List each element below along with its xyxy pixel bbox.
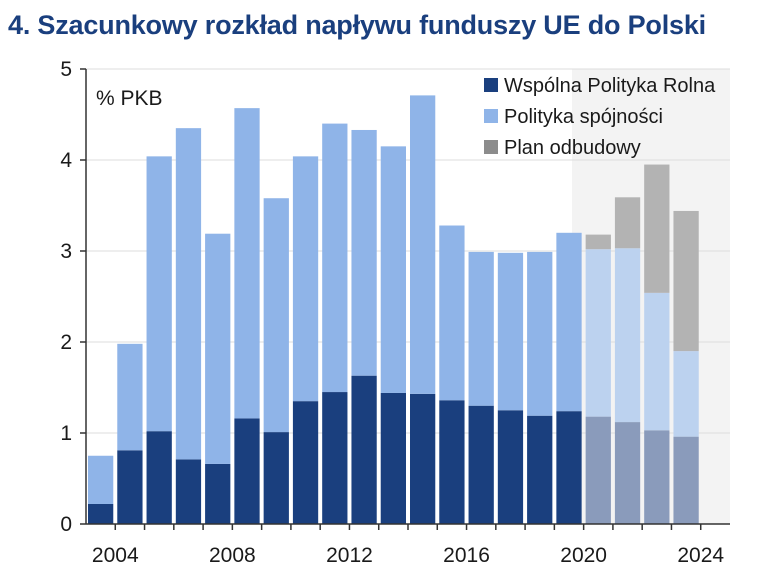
bar-segment-s0-2009 [263,432,289,524]
bar-segment-s2-2023 [673,210,699,352]
legend-swatch-1 [484,109,498,123]
y-tick-label: 5 [60,58,72,81]
bar-segment-s0-2016 [468,405,494,524]
legend-swatch-2 [484,140,498,154]
bar-segment-s1-2022 [644,292,670,431]
bar-segment-s1-2014 [410,95,436,394]
y-tick-label: 4 [60,149,72,172]
bar-segment-s1-2007 [205,233,231,464]
bar-segment-s0-2018 [527,415,553,524]
bar-segment-s0-2019 [556,411,582,524]
bar-segment-s1-2021 [614,248,641,423]
bar-segment-s1-2023 [673,351,699,437]
y-unit-label: % PKB [96,87,163,110]
legend-label-1: Polityka spójności [504,106,663,128]
x-tick-label: 2008 [209,544,256,567]
y-tick-label: 0 [60,513,72,536]
bar-segment-s1-2019 [556,232,582,412]
bar-segment-s1-2020 [585,249,611,417]
bar-segment-s0-2021 [614,422,641,524]
bar-segment-s0-2014 [410,393,436,524]
bar-segment-s0-2007 [205,463,231,524]
bar-segment-s0-2006 [175,459,202,524]
legend-label-2: Plan odbudowy [504,137,641,159]
bar-segment-s1-2015 [439,225,465,401]
bar-segment-s1-2009 [263,198,289,433]
bar-segment-s1-2003 [88,455,114,504]
bar-segment-s0-2005 [146,431,172,524]
bar-segment-s0-2013 [380,392,406,524]
x-tick-label: 2024 [677,544,724,567]
bar-segment-s1-2016 [468,251,494,406]
bar-segment-s1-2010 [292,156,319,402]
bar-segment-s1-2011 [322,123,348,393]
bar-segment-s0-2008 [234,418,260,524]
bar-segment-s0-2022 [644,430,670,524]
bar-segment-s2-2021 [614,197,641,249]
x-tick-label: 2012 [326,544,373,567]
bar-layer [88,95,699,524]
legend-swatch-0 [484,78,498,92]
bar-segment-s0-2012 [351,375,377,524]
bar-segment-s1-2018 [527,251,553,416]
y-tick-label: 3 [60,240,72,263]
bar-segment-s0-2015 [439,400,465,524]
bar-segment-s0-2023 [673,436,699,524]
bar-segment-s2-2022 [644,164,670,293]
y-tick-label: 2 [60,331,72,354]
bar-segment-s0-2003 [88,503,114,524]
legend: Wspólna Polityka Rolna Polityka spójności… [484,75,716,159]
bar-segment-s0-2010 [292,401,319,524]
legend-label-0: Wspólna Polityka Rolna [504,75,716,97]
bar-segment-s0-2004 [117,450,143,524]
bar-segment-s1-2004 [117,343,143,451]
bar-segment-s0-2020 [585,416,611,524]
x-tick-label: 2004 [92,544,139,567]
chart-title: 4. Szacunkowy rozkład napływu funduszy U… [8,10,706,40]
bar-segment-s0-2017 [497,410,524,524]
bar-segment-s1-2006 [175,128,202,460]
y-tick-label: 1 [60,422,72,445]
x-tick-label: 2016 [443,544,490,567]
axis-ticks: 0 1 2 3 4 5 2004 2008 2012 2016 2020 2024 [60,58,724,567]
bar-segment-s2-2020 [585,234,611,250]
bar-segment-s1-2017 [497,252,524,411]
bar-segment-s1-2008 [234,108,260,419]
x-tick-label: 2020 [560,544,607,567]
bar-segment-s1-2005 [146,156,172,432]
bar-segment-s1-2012 [351,129,377,376]
bar-segment-s0-2011 [322,392,348,524]
bar-segment-s1-2013 [380,146,406,393]
